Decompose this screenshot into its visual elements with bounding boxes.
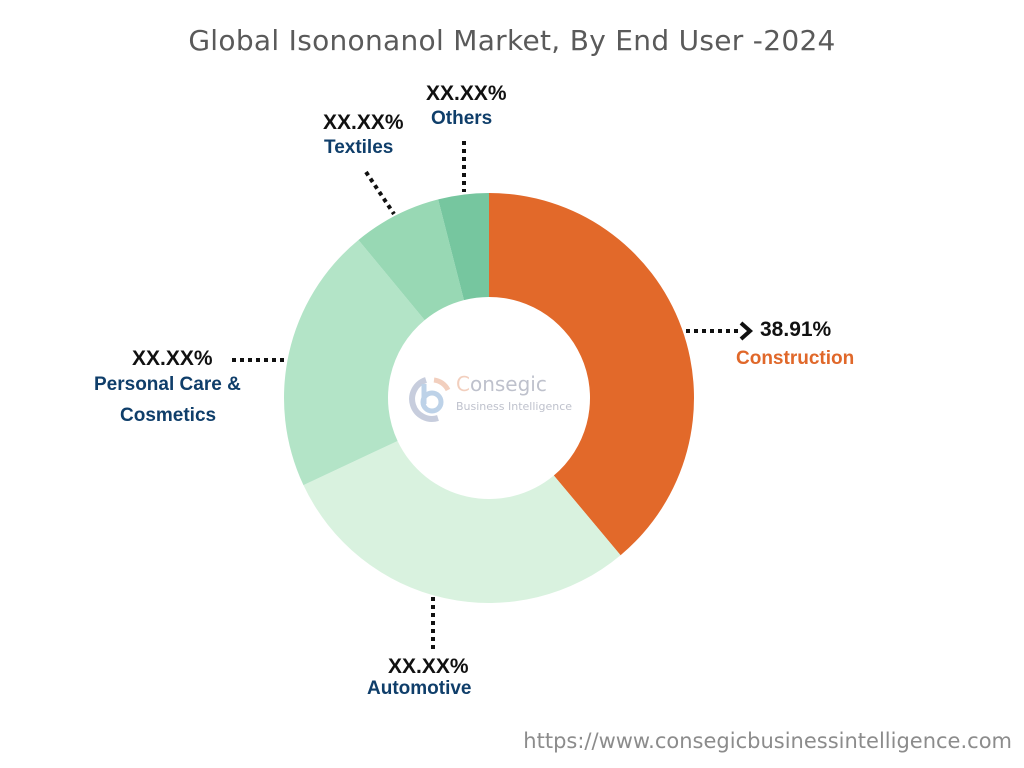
watermark-brand: Consegic: [456, 372, 547, 396]
arrow-icon: [739, 321, 754, 341]
textiles-label: Textiles: [324, 137, 394, 158]
personal-care-label-line1: Personal Care &: [94, 374, 241, 395]
chart-title: Global Isononanol Market, By End User -2…: [188, 24, 836, 57]
textiles-value: XX.XX%: [323, 111, 404, 134]
others-label: Others: [431, 108, 493, 129]
donut-slices: [284, 193, 694, 603]
personal-care-value: XX.XX%: [132, 347, 213, 370]
watermark-brand-text: onsegic: [469, 372, 547, 396]
watermark-logo: Consegic Business Intelligence: [408, 370, 578, 426]
others-value: XX.XX%: [426, 82, 507, 105]
watermark-tagline: Business Intelligence: [456, 400, 573, 413]
construction-label: Construction: [736, 348, 855, 369]
consegic-logo-icon: [409, 377, 451, 422]
automotive-label: Automotive: [367, 678, 472, 699]
textiles-leader: [364, 170, 396, 216]
construction-value: 38.91%: [760, 318, 832, 341]
personal-care-label-line2: Cosmetics: [120, 405, 217, 426]
slice-automotive: [303, 440, 621, 603]
leader-lines: [232, 141, 740, 652]
slice-personal-care-cosmetics: [284, 239, 425, 486]
slice-construction: [489, 193, 694, 556]
automotive-value: XX.XX%: [388, 655, 469, 678]
slice-others: [438, 193, 489, 301]
footer-url[interactable]: https://www.consegicbusinessintelligence…: [523, 729, 1012, 753]
slice-textiles: [358, 199, 464, 321]
